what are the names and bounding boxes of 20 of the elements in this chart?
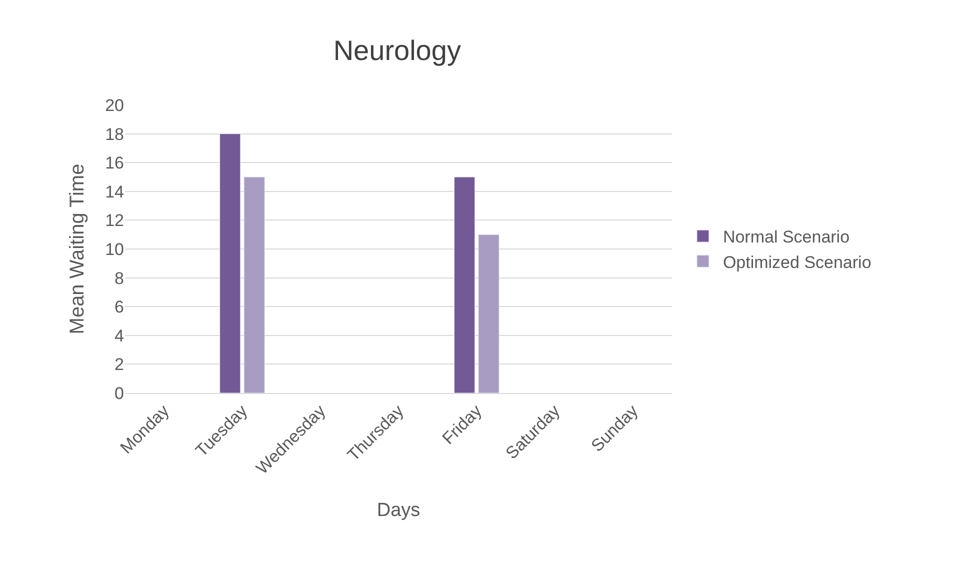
bar — [478, 234, 500, 393]
x-axis-title: Days — [376, 500, 420, 521]
y-tick-label: 16 — [105, 154, 124, 173]
y-tick-label: 18 — [105, 124, 124, 144]
y-tick-label: 8 — [114, 268, 124, 288]
y-tick-label: 2 — [114, 355, 124, 374]
y-tick-label: 12 — [105, 211, 124, 230]
legend-label: Optimized Scenario — [722, 252, 872, 272]
y-axis-title: Mean Waiting Time — [66, 164, 89, 334]
y-tick-label: 20 — [105, 96, 124, 115]
chart-title: Neurology — [333, 35, 461, 66]
bar — [454, 176, 476, 393]
y-tick-label: 4 — [114, 326, 124, 346]
bar — [220, 134, 241, 393]
y-tick-label: 14 — [105, 182, 124, 202]
y-tick-label: 10 — [105, 240, 124, 259]
legend-label: Normal Scenario — [722, 228, 850, 247]
y-tick-label: 6 — [114, 298, 124, 317]
y-tick-label: 0 — [114, 384, 124, 403]
bar — [244, 176, 265, 393]
